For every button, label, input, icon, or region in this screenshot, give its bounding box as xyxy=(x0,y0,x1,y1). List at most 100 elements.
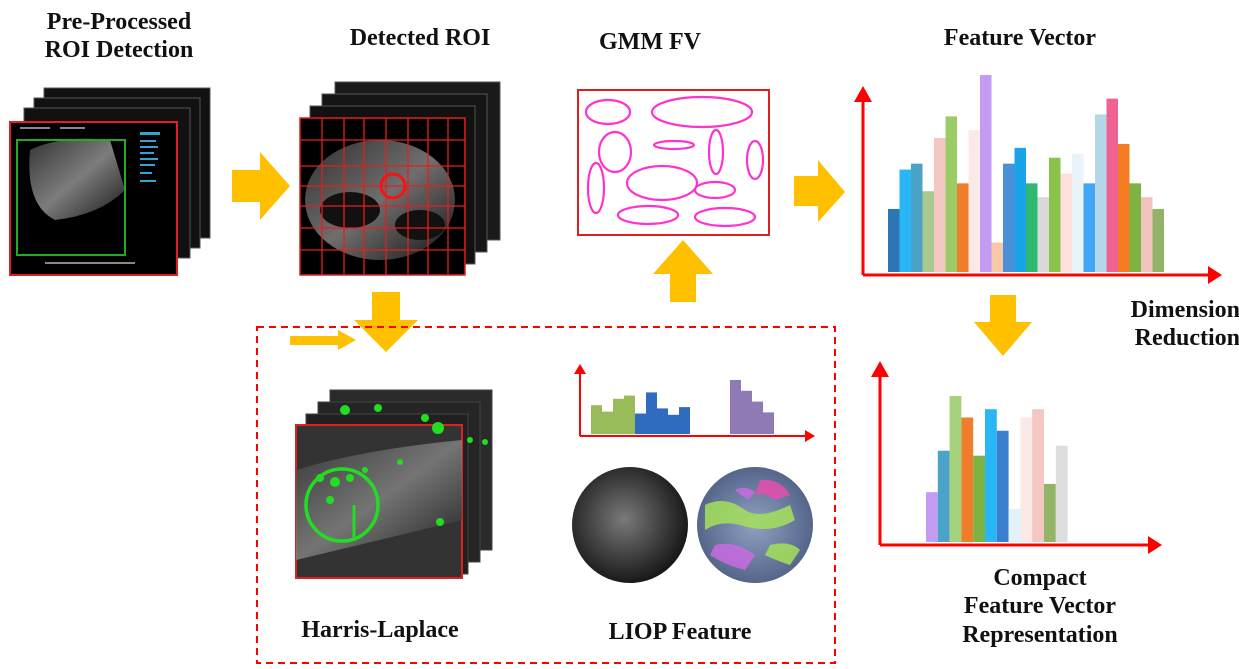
compact-bar xyxy=(1020,417,1033,542)
fv-bar xyxy=(1095,114,1107,273)
flow-arrow-down-1 xyxy=(354,292,418,352)
liop-bar xyxy=(679,407,690,434)
fv-bar xyxy=(922,191,934,272)
feature-vector-chart xyxy=(854,75,1222,284)
compact-bar xyxy=(996,430,1009,542)
liop-bar xyxy=(635,413,646,434)
label-liop-feature: LIOP Feature xyxy=(608,619,752,645)
fv-bar xyxy=(1141,197,1153,272)
label-preprocessed-line1: Pre-Processed xyxy=(46,9,192,35)
roi-circle xyxy=(379,172,407,200)
compact-bar xyxy=(937,450,950,542)
fv-bar xyxy=(968,130,980,272)
compact-bar xyxy=(949,395,962,542)
fv-bar xyxy=(888,208,900,272)
liop-bar xyxy=(657,408,668,434)
fv-bar xyxy=(1003,163,1015,272)
gmm-ellipse xyxy=(650,95,754,129)
label-dimension-line2: Reduction xyxy=(1134,325,1239,352)
liop-bar xyxy=(763,412,774,434)
fv-bar xyxy=(1129,183,1141,272)
fv-bar xyxy=(980,75,992,272)
ultrasound-image xyxy=(29,138,125,220)
fv-bar xyxy=(1049,157,1061,272)
label-dimension-reduction: Dimension Reduction xyxy=(1080,296,1239,353)
preprocessed-image-stack xyxy=(9,87,211,276)
liop-bar xyxy=(591,405,602,434)
detected-roi-image-stack xyxy=(299,81,501,276)
liop-bar xyxy=(668,414,679,434)
liop-color-patch xyxy=(697,467,813,583)
gmm-ellipse xyxy=(597,130,633,174)
fv-bar xyxy=(1106,98,1118,272)
liop-bar xyxy=(646,392,657,434)
fv-bar xyxy=(1026,183,1038,272)
fv-bar xyxy=(934,138,946,272)
fv-bar xyxy=(945,116,957,273)
liop-bar xyxy=(730,380,741,434)
label-compact-line3: Representation xyxy=(962,621,1118,648)
label-dimension-line1: Dimension xyxy=(1130,297,1239,323)
gmm-fv-box xyxy=(577,89,770,236)
flow-arrow-down-2 xyxy=(974,295,1032,356)
label-preprocessed-line2: ROI Detection xyxy=(44,37,194,64)
fv-bar xyxy=(1152,208,1164,272)
compact-bar xyxy=(1008,508,1021,542)
gmm-ellipse xyxy=(693,180,737,200)
flow-arrow-up xyxy=(653,240,713,302)
liop-gray-patch xyxy=(572,467,688,583)
liop-bar xyxy=(613,398,624,434)
liop-histogram xyxy=(574,364,815,442)
gmm-ellipse xyxy=(707,128,725,176)
label-compact-line1: Compact xyxy=(993,565,1087,591)
liop-bar xyxy=(741,390,752,434)
fv-bar xyxy=(1072,153,1084,272)
compact-feature-vector-chart xyxy=(871,361,1162,554)
compact-bar xyxy=(1032,409,1044,542)
fv-bar xyxy=(899,169,911,272)
gmm-ellipse xyxy=(616,204,680,226)
flow-arrow-small xyxy=(290,330,356,350)
liop-bar xyxy=(624,395,635,434)
fv-bar xyxy=(991,242,1003,272)
compact-bars xyxy=(926,395,1068,542)
compact-bar xyxy=(1055,445,1068,542)
gmm-ellipse xyxy=(584,98,632,126)
fv-bar xyxy=(1083,183,1095,272)
compact-bar xyxy=(1044,483,1056,542)
harris-laplace-image-stack xyxy=(295,389,493,579)
gmm-ellipse xyxy=(693,206,757,228)
compact-bar xyxy=(973,455,985,542)
roi-box xyxy=(16,139,126,256)
compact-bar xyxy=(961,417,974,542)
fv-bar xyxy=(911,163,923,272)
flow-arrow-right-2 xyxy=(794,160,845,222)
flow-arrow-right-1 xyxy=(232,152,290,220)
fv-bar xyxy=(957,183,969,272)
fv-bar xyxy=(1118,143,1130,272)
liop-bars xyxy=(591,392,690,434)
liop-bars-2 xyxy=(730,380,774,434)
label-preprocessed: Pre-Processed ROI Detection xyxy=(0,8,238,65)
label-gmm-fv: GMM FV xyxy=(599,29,701,55)
label-detected-roi: Detected ROI xyxy=(349,25,491,51)
fv-bar xyxy=(1060,173,1072,272)
label-compact: Compact Feature Vector Representation xyxy=(930,564,1150,649)
fv-bar xyxy=(1037,197,1049,272)
gmm-ellipse xyxy=(745,139,765,181)
keypoints xyxy=(316,404,488,526)
gmm-ellipse xyxy=(652,139,696,151)
label-feature-vector: Feature Vector xyxy=(943,25,1097,51)
feature-extraction-dashed-box xyxy=(256,326,836,664)
compact-bar xyxy=(926,492,938,542)
label-compact-line2: Feature Vector xyxy=(963,593,1117,620)
fv-bars xyxy=(888,75,1164,273)
liop-bar xyxy=(602,411,613,434)
scale-circle xyxy=(304,467,380,543)
fv-bar xyxy=(1014,147,1026,272)
label-harris-laplace: Harris-Laplace xyxy=(301,617,459,643)
gmm-ellipse xyxy=(586,161,606,215)
liop-bar xyxy=(752,401,763,434)
gmm-ellipse xyxy=(625,164,699,202)
